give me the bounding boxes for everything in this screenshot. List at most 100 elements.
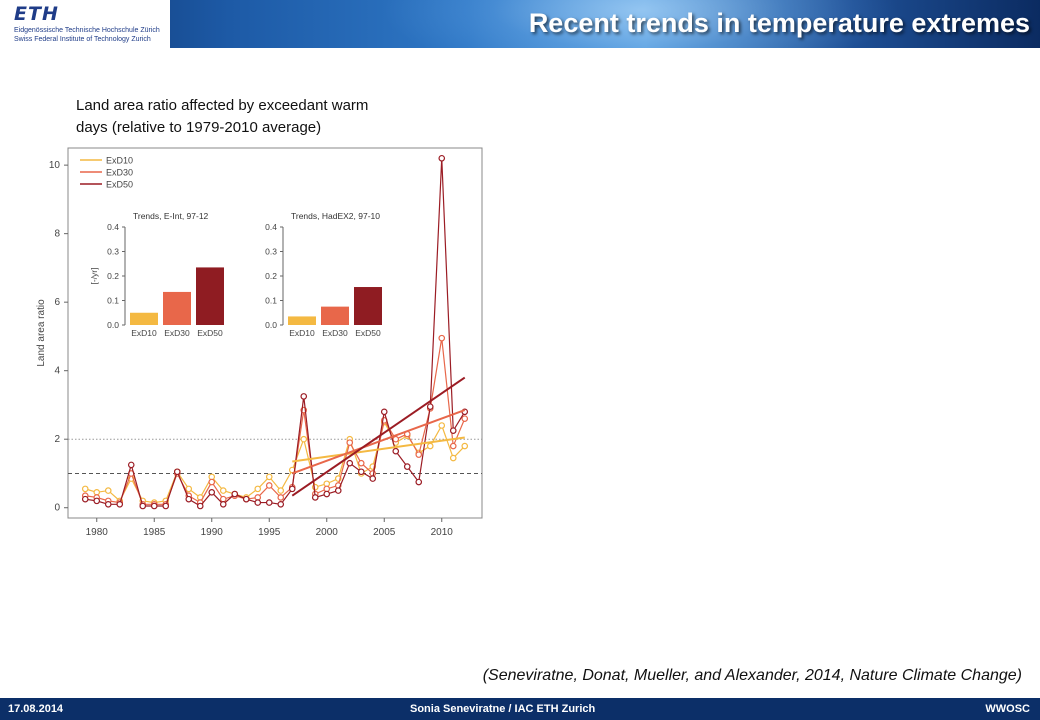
- inset-bar-exd10: [130, 312, 158, 325]
- data-point-exd30: [392, 435, 400, 443]
- inset-title-e-int: Trends, E-Int, 97-12: [133, 211, 209, 221]
- data-point-exd50: [93, 497, 101, 505]
- data-point-exd50: [196, 502, 204, 510]
- data-point-exd30: [208, 478, 216, 486]
- inset-bar-exd30: [321, 306, 349, 325]
- data-point-exd50: [449, 427, 457, 434]
- data-point-exd50: [357, 468, 365, 476]
- legend-label-exd10: ExD10: [106, 156, 133, 166]
- inset-bar-label-exd30: ExD30: [322, 328, 348, 338]
- x-tick-label: 1980: [86, 527, 109, 538]
- inset-bar-exd30: [163, 291, 191, 325]
- footer-bar: 17.08.2014 Sonia Seneviratne / IAC ETH Z…: [0, 698, 1040, 720]
- data-point-exd50: [403, 463, 411, 470]
- data-point-exd50: [369, 475, 377, 482]
- data-point-exd30: [357, 459, 365, 467]
- data-point-exd50: [81, 495, 89, 503]
- trend-line-exd30: [291, 409, 466, 475]
- figure-caption-line-2: days (relative to 1979-2010 average): [76, 119, 322, 136]
- x-tick-label: 2000: [316, 527, 339, 538]
- inset-y-tick-label: 0.2: [107, 271, 119, 281]
- inset-bar-exd50: [354, 287, 382, 325]
- y-axis-label: Land area ratio: [36, 299, 47, 367]
- data-point-exd50: [173, 468, 181, 476]
- inset-bar-exd50: [196, 267, 224, 325]
- y-tick-label: 2: [54, 434, 60, 445]
- data-point-exd50: [185, 495, 193, 503]
- data-point-exd50: [104, 500, 112, 508]
- citation: (Seneviratne, Donat, Mueller, and Alexan…: [482, 667, 1022, 684]
- data-point-exd50: [116, 500, 124, 508]
- data-point-exd30: [277, 494, 285, 501]
- eth-logo: ETH Eidgenössische Technische Hochschule…: [0, 0, 170, 48]
- x-tick-label: 2005: [373, 527, 396, 538]
- eth-logo-line-2: Swiss Federal Institute of Technology Zu…: [14, 36, 151, 43]
- inset-y-tick-label: 0.4: [107, 222, 119, 232]
- series-line-exd50: [85, 158, 466, 507]
- data-point-exd10: [277, 487, 285, 494]
- inset-y-tick-label: 0.3: [107, 247, 119, 257]
- inset-bar-label-exd50: ExD50: [197, 328, 223, 338]
- data-point-exd50: [277, 500, 285, 508]
- data-point-exd10: [449, 454, 457, 462]
- series-line-exd30: [85, 338, 466, 505]
- y-tick-label: 10: [49, 160, 61, 171]
- data-point-exd10: [219, 487, 227, 494]
- data-point-exd30: [438, 334, 446, 342]
- inset-title-hadex2: Trends, HadEX2, 97-10: [291, 211, 380, 221]
- data-point-exd30: [265, 482, 273, 489]
- data-point-exd50: [392, 447, 400, 455]
- data-point-exd50: [323, 490, 331, 498]
- inset-y-tick-label: 0.2: [265, 271, 277, 281]
- inset-y-tick-label: 0.3: [265, 247, 277, 257]
- x-tick-label: 1985: [143, 527, 166, 538]
- inset-y-tick-label: 0.1: [107, 296, 119, 306]
- data-point-exd50: [150, 502, 158, 510]
- data-point-exd50: [300, 393, 308, 400]
- trend-line-exd50: [291, 376, 466, 497]
- figure-caption-line-1: Land area ratio affected by exceedant wa…: [76, 97, 369, 114]
- data-point-exd10: [438, 422, 446, 429]
- eth-logo-mark: ETH: [14, 3, 59, 25]
- data-point-exd50: [265, 499, 273, 506]
- footer-date: 17.08.2014: [8, 703, 64, 715]
- inset-y-tick-label: 0.0: [107, 320, 119, 330]
- inset-bar-label-exd50: ExD50: [355, 328, 381, 338]
- data-point-exd10: [81, 485, 89, 493]
- data-point-exd10: [254, 485, 262, 493]
- y-tick-label: 4: [54, 366, 60, 377]
- legend-label-exd30: ExD30: [106, 168, 133, 178]
- data-point-exd30: [415, 451, 423, 458]
- data-point-exd10: [265, 473, 273, 481]
- figure-caption: Land area ratio affected by exceedant wa…: [76, 95, 476, 139]
- data-point-exd30: [461, 415, 469, 422]
- data-point-exd50: [127, 461, 135, 469]
- data-point-exd50: [426, 403, 434, 410]
- data-point-exd50: [242, 495, 250, 503]
- data-point-exd50: [208, 489, 216, 496]
- data-point-exd10: [426, 442, 434, 450]
- data-point-exd50: [415, 478, 423, 486]
- data-point-exd30: [449, 442, 457, 450]
- data-point-exd50: [139, 502, 147, 510]
- trend-line-exd10: [292, 436, 465, 463]
- data-point-exd50: [288, 485, 296, 493]
- x-tick-label: 1990: [201, 527, 224, 538]
- inset-y-tick-label: 0.1: [265, 296, 277, 306]
- data-point-exd50: [346, 459, 354, 467]
- header-glow: [380, 0, 900, 48]
- land-area-ratio-chart: 0 2 4 6 8 10 1980 1985 1990 1995 2000 2005 2010 Land …: [36, 147, 483, 538]
- legend-label-exd50: ExD50: [106, 180, 133, 190]
- footer-organization: WWOSC: [985, 703, 1030, 715]
- data-point-exd50: [380, 408, 388, 416]
- header-bar: ETH Eidgenössische Technische Hochschule…: [0, 0, 1040, 48]
- data-point-exd50: [311, 494, 319, 501]
- data-point-exd50: [219, 500, 227, 508]
- data-point-exd10: [461, 442, 469, 450]
- slide-title: Recent trends in temperature extremes: [528, 8, 1030, 38]
- data-point-exd50: [162, 502, 170, 510]
- data-point-exd10: [185, 485, 193, 493]
- inset-y-tick-label: 0.4: [265, 222, 277, 232]
- inset-bar-label-exd10: ExD10: [289, 328, 315, 338]
- data-point-exd10: [104, 487, 112, 494]
